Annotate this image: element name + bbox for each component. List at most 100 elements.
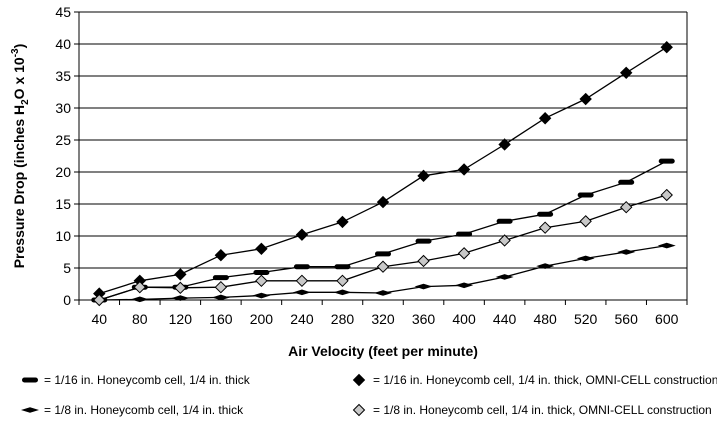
legend-label-3: = 1/8 in. Honeycomb cell, 1/4 in. thick	[44, 403, 244, 417]
y-tick-label-10: 10	[55, 228, 71, 244]
series-2-point-160	[214, 248, 228, 262]
series-1-point-240	[293, 264, 310, 270]
series-3-point-400	[455, 282, 474, 289]
y-axis-title-part-1: Pressure Drop (inches H	[11, 105, 27, 268]
series-2-point-320	[376, 195, 390, 209]
series-1-point-200	[253, 269, 270, 275]
x-tick-label-520: 520	[574, 311, 598, 327]
y-axis-title-part-3: )	[11, 44, 27, 49]
x-tick-label-400: 400	[452, 311, 476, 327]
series-2-point-560	[619, 66, 633, 80]
series-4-point-320	[376, 260, 390, 273]
y-tick-label-15: 15	[55, 196, 71, 212]
x-tick-label-560: 560	[615, 311, 639, 327]
y-tick-labels: 0 5 10 15 20 25 30 35 40 45	[55, 4, 71, 308]
series-1-point-280	[334, 264, 351, 270]
legend-marker-1	[22, 377, 38, 383]
series-4-point-400	[457, 247, 471, 260]
x-tick-label-440: 440	[493, 311, 517, 327]
series-markers	[90, 40, 676, 307]
series-3-point-200	[252, 292, 271, 299]
series-1-point-560	[618, 179, 635, 185]
legend: = 1/16 in. Honeycomb cell, 1/4 in. thick…	[21, 373, 717, 417]
series-1-point-440	[496, 218, 513, 224]
x-tick-label-480: 480	[533, 311, 557, 327]
y-tick-label-0: 0	[63, 292, 71, 308]
series-1-point-520	[577, 192, 594, 198]
series-3-point-560	[617, 249, 636, 255]
series-3-point-360	[414, 283, 433, 290]
series-1-point-360	[415, 238, 432, 244]
series-2-point-200	[255, 242, 268, 256]
series-2-point-360	[417, 169, 430, 183]
legend-marker-2	[352, 373, 366, 387]
y-tick-label-40: 40	[55, 36, 71, 52]
x-tick-label-80: 80	[132, 311, 148, 327]
y-tick-label-25: 25	[55, 132, 71, 148]
series-3-point-80	[130, 296, 149, 303]
series-3-point-440	[495, 274, 514, 280]
series-4-point-80	[133, 280, 147, 294]
series-2-point-280	[336, 215, 349, 229]
y-tick-label-45: 45	[55, 4, 71, 20]
series-4-point-160	[214, 280, 228, 294]
x-tick-labels: 40 80 120 160 200 240 280 320 360 400 440 480 520 560…	[91, 311, 678, 327]
x-tick-label-240: 240	[290, 311, 314, 327]
series-1-point-320	[375, 251, 391, 257]
series-1-point-480	[537, 211, 554, 217]
series-2-point-480	[538, 112, 552, 125]
series-4-point-600	[660, 188, 673, 202]
series-3-point-280	[333, 289, 352, 296]
series-4-point-560	[619, 200, 633, 214]
legend-marker-4	[352, 403, 366, 417]
x-axis-title: Air Velocity (feet per minute)	[288, 343, 478, 359]
legend-label-4: = 1/8 in. Honeycomb cell, 1/4 in. thick,…	[373, 403, 712, 417]
series-4-point-360	[417, 254, 430, 268]
series-2-point-520	[579, 92, 592, 106]
y-tick-label-5: 5	[63, 260, 71, 276]
y-axis-title-subscript: 2	[20, 99, 31, 105]
axes	[74, 11, 688, 305]
series-4-point-120	[174, 281, 187, 295]
gridlines	[79, 11, 687, 269]
legend-label-1: = 1/16 in. Honeycomb cell, 1/4 in. thick	[44, 373, 251, 387]
y-axis-title: Pressure Drop (inches H2O x 10-3)	[10, 44, 31, 269]
series-3-point-320	[374, 290, 392, 296]
series-3-point-600	[657, 242, 676, 249]
series-4-point-520	[579, 215, 592, 228]
y-tick-label-35: 35	[55, 68, 71, 84]
x-tick-label-160: 160	[209, 311, 233, 327]
series-3-point-120	[171, 295, 190, 301]
series-line-1	[99, 160, 668, 301]
y-axis-title-superscript: -3	[10, 48, 21, 57]
x-tick-label-320: 320	[371, 311, 395, 327]
series-line-4	[99, 194, 667, 301]
series-3-point-240	[292, 289, 311, 296]
series-4-point-280	[336, 274, 349, 288]
series-3-point-160	[211, 294, 230, 301]
x-tick-label-40: 40	[91, 311, 107, 327]
x-tick-label-200: 200	[250, 311, 274, 327]
series-1-point-400	[456, 231, 473, 237]
x-tick-label-120: 120	[169, 311, 193, 327]
legend-marker-3	[21, 407, 39, 413]
series-1-point-600	[658, 158, 675, 164]
series-2-point-600	[660, 40, 673, 54]
series-4-point-240	[295, 274, 309, 288]
series-4-point-440	[498, 234, 511, 247]
series-2-point-240	[295, 228, 309, 241]
x-tick-label-280: 280	[331, 311, 355, 327]
series-2-point-120	[174, 268, 187, 281]
series-2-point-400	[457, 163, 471, 176]
series-line-2	[99, 46, 668, 295]
series-4-point-200	[255, 274, 268, 288]
x-tick-label-360: 360	[412, 311, 436, 327]
y-tick-label-30: 30	[55, 100, 71, 116]
series-2-point-440	[498, 138, 511, 151]
series-3-point-480	[536, 263, 555, 269]
legend-label-2: = 1/16 in. Honeycomb cell, 1/4 in. thick…	[373, 373, 717, 387]
series-1-point-160	[212, 275, 229, 281]
series-4-point-40	[93, 293, 106, 307]
x-tick-label-600: 600	[655, 311, 679, 327]
